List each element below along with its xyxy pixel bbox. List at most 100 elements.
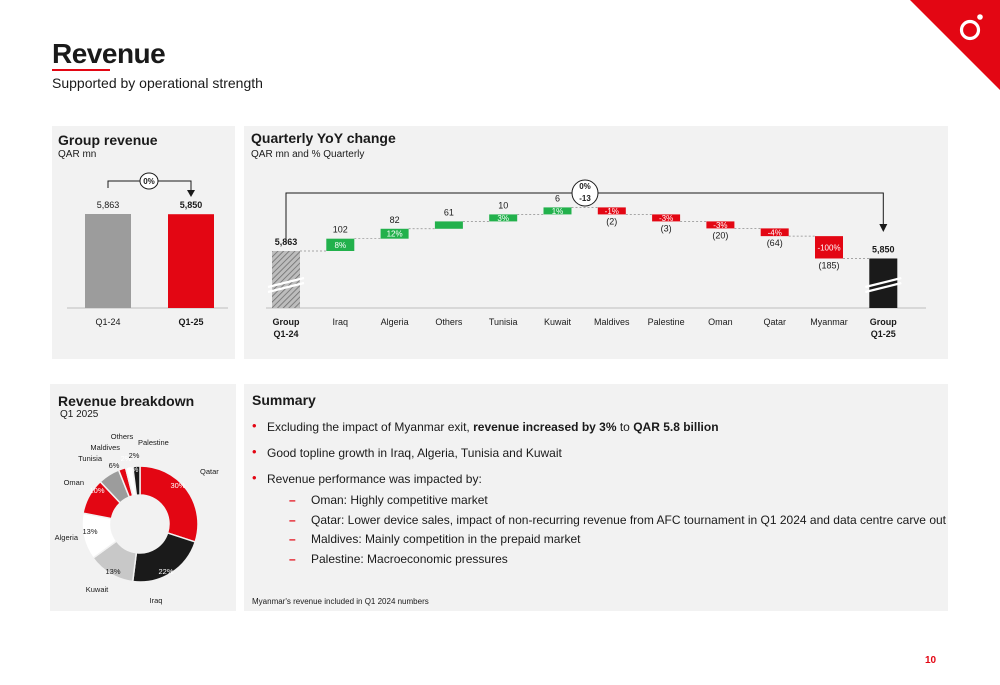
waterfall-bar-qatar bbox=[760, 228, 789, 237]
donut-category-label: Iraq bbox=[150, 596, 163, 605]
group-revenue-category-label: Q1-25 bbox=[178, 317, 203, 327]
waterfall-bar-oman bbox=[706, 221, 735, 229]
waterfall-value-label: 10 bbox=[498, 200, 508, 210]
waterfall-end-value: 5,850 bbox=[872, 244, 895, 254]
waterfall-bar-others bbox=[434, 221, 463, 229]
waterfall-bar-iraq bbox=[326, 238, 355, 251]
donut-category-label: Others bbox=[111, 432, 134, 441]
waterfall-bar-maldives bbox=[597, 207, 626, 215]
waterfall-pct-label: 3% bbox=[497, 214, 509, 223]
donut-pct-label: 13% bbox=[82, 527, 97, 536]
group-revenue-chart: 5,863 Q1-24 5,850 Q1-25 0% bbox=[67, 172, 228, 327]
group-revenue-bar bbox=[168, 214, 214, 308]
waterfall-value-label: 6 bbox=[555, 193, 560, 203]
group-revenue-panel: Group revenue QAR mn 5,863 Q1-24 5,850 Q1-2… bbox=[52, 126, 235, 359]
quarterly-yoy-title: Quarterly YoY change bbox=[251, 130, 396, 146]
waterfall-category-label: Others bbox=[435, 317, 463, 327]
group-revenue-unit: QAR mn bbox=[58, 149, 97, 160]
quarterly-yoy-unit: QAR mn and % Quarterly bbox=[251, 149, 365, 160]
donut-category-label: Maldives bbox=[90, 443, 120, 452]
waterfall-pct-label: -4% bbox=[768, 228, 782, 237]
waterfall-category-label: Group bbox=[273, 317, 300, 327]
summary-footnote: Myanmar's revenue included in Q1 2024 nu… bbox=[252, 597, 429, 606]
donut-category-label: Palestine bbox=[138, 438, 169, 447]
change-badge bbox=[571, 179, 599, 207]
donut-pct-label: 10% bbox=[89, 486, 104, 495]
waterfall-chart: 5,863 8%102Iraq12%82Algeria61Others3%10Tu… bbox=[266, 179, 926, 339]
group-revenue-bar bbox=[85, 214, 131, 308]
summary-panel: Summary Excluding the impact of Myanmar … bbox=[244, 384, 948, 611]
donut-pct-label: 13% bbox=[105, 567, 120, 576]
axis-break-icon bbox=[267, 276, 305, 294]
waterfall-value-label: 61 bbox=[444, 207, 454, 217]
summary-bullet-2-text: Good topline growth in Iraq, Algeria, Tu… bbox=[267, 446, 562, 460]
waterfall-value-label: (64) bbox=[767, 238, 783, 248]
title-underline bbox=[52, 69, 110, 71]
summary-bullet-1-connector: to bbox=[616, 420, 634, 434]
donut-category-label: Tunisia bbox=[78, 454, 103, 463]
waterfall-category-label: Myanmar bbox=[810, 317, 848, 327]
corner-triangle bbox=[910, 0, 1000, 90]
page-number: 10 bbox=[925, 655, 937, 666]
waterfall-category-label: Palestine bbox=[648, 317, 685, 327]
waterfall-category-label: Q1-24 bbox=[273, 329, 298, 339]
summary-bullet-3: Revenue performance was impacted by: Oma… bbox=[252, 471, 952, 566]
summary-sub-bullet-palestine: Palestine: Macroeconomic pressures bbox=[289, 552, 952, 566]
waterfall-value-label: (3) bbox=[661, 223, 672, 233]
change-badge bbox=[139, 172, 159, 190]
group-revenue-value-label: 5,863 bbox=[97, 200, 120, 210]
revenue-breakdown-chart: 30%Qatar22%Iraq13%Kuwait13%Algeria10%Oma… bbox=[55, 432, 220, 605]
donut-category-label: Algeria bbox=[55, 533, 79, 542]
waterfall-category-label: Kuwait bbox=[544, 317, 572, 327]
summary-bullet-3-text: Revenue performance was impacted by: bbox=[267, 472, 482, 486]
donut-pct-label: 6% bbox=[109, 461, 120, 470]
waterfall-category-label: Oman bbox=[708, 317, 733, 327]
summary-sub-bullet-qatar: Qatar: Lower device sales, impact of non… bbox=[289, 513, 952, 527]
waterfall-change-abs: -13 bbox=[579, 194, 591, 203]
waterfall-pct-label: -1% bbox=[605, 207, 619, 216]
donut-category-label: Oman bbox=[64, 478, 84, 487]
waterfall-pct-label: -3% bbox=[659, 214, 673, 223]
waterfall-pct-label: 12% bbox=[387, 230, 403, 239]
donut-category-label: Kuwait bbox=[86, 585, 109, 594]
page-title: Revenue bbox=[52, 38, 166, 69]
arrow-down-icon bbox=[187, 190, 195, 197]
arrow-down-icon bbox=[879, 224, 888, 232]
waterfall-bar-algeria bbox=[380, 228, 409, 239]
waterfall-value-label: (185) bbox=[818, 260, 839, 270]
waterfall-value-label: (20) bbox=[712, 230, 728, 240]
group-revenue-category-label: Q1-24 bbox=[95, 317, 120, 327]
waterfall-bar-kuwait bbox=[543, 207, 572, 215]
summary-sub-bullet-oman: Oman: Highly competitive market bbox=[289, 493, 952, 507]
waterfall-value-label: (2) bbox=[606, 216, 617, 226]
donut-slice-qatar bbox=[139, 465, 199, 543]
summary-bullet-1-text: Excluding the impact of Myanmar exit, bbox=[267, 420, 474, 434]
donut-pct-label: 30% bbox=[170, 481, 185, 490]
donut-pct-label: 22% bbox=[158, 567, 173, 576]
waterfall-category-label: Qatar bbox=[763, 317, 786, 327]
waterfall-bar-myanmar bbox=[815, 236, 843, 259]
donut-category-label: Qatar bbox=[200, 467, 219, 476]
waterfall-value-label: 102 bbox=[333, 225, 348, 235]
donut-slice-palestine bbox=[131, 465, 141, 497]
summary-sub-bullet-maldives: Maldives: Mainly competition in the prep… bbox=[289, 532, 952, 546]
waterfall-category-label: Tunisia bbox=[489, 317, 518, 327]
waterfall-pct-label: 8% bbox=[335, 241, 347, 250]
group-revenue-change-label: 0% bbox=[143, 177, 155, 186]
donut-pct-label: 2% bbox=[128, 465, 139, 474]
waterfall-value-label: 82 bbox=[390, 215, 400, 225]
waterfall-pct-label: -100% bbox=[817, 243, 840, 252]
waterfall-change-pct: 0% bbox=[579, 182, 591, 191]
quarterly-yoy-panel: Quarterly YoY change QAR mn and % Quarte… bbox=[244, 126, 948, 359]
summary-bullet-1-emphasis-2: QAR 5.8 billion bbox=[633, 420, 719, 434]
summary-bullet-1: Excluding the impact of Myanmar exit, re… bbox=[252, 419, 952, 434]
revenue-breakdown-panel: Revenue breakdown Q1 2025 30% Qatar 22% Ira… bbox=[50, 384, 236, 611]
group-revenue-value-label: 5,850 bbox=[180, 200, 203, 210]
waterfall-category-label: Maldives bbox=[594, 317, 630, 327]
summary-bullet-2: Good topline growth in Iraq, Algeria, Tu… bbox=[252, 445, 952, 460]
donut-pct-label: 2% bbox=[129, 451, 140, 460]
page-subtitle: Supported by operational strength bbox=[52, 75, 263, 91]
summary-sub-bullets: Oman: Highly competitive market Qatar: L… bbox=[267, 493, 952, 566]
revenue-breakdown-title: Revenue breakdown bbox=[58, 393, 195, 409]
summary-bullets: Excluding the impact of Myanmar exit, re… bbox=[252, 419, 952, 578]
